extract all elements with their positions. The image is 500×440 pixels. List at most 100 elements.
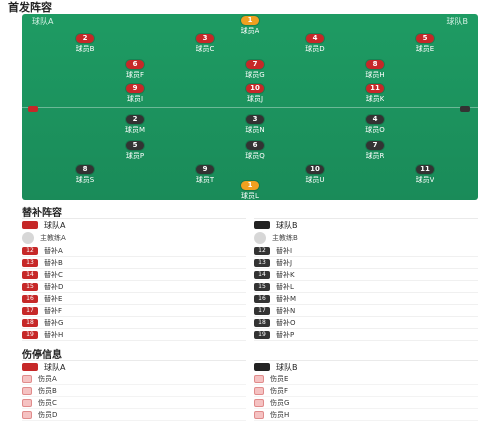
injury-name: 伤员D xyxy=(38,410,58,419)
formation-right xyxy=(448,106,472,112)
player-bottom-5[interactable]: 5 球员P xyxy=(108,141,162,167)
player-bottom-6[interactable]: 6 球员Q xyxy=(228,141,282,167)
player-bottom-3[interactable]: 3 球员N xyxy=(228,115,282,141)
sub-name: 替补E xyxy=(44,294,63,303)
player-top-3[interactable]: 3 球员C xyxy=(178,34,232,60)
sub-row[interactable]: 15 替补D xyxy=(22,281,246,293)
player-top-10[interactable]: 10 球员J xyxy=(228,84,282,110)
player-number: 1 xyxy=(241,16,259,25)
sub-number: 12 xyxy=(254,246,270,255)
sub-name: 替补B xyxy=(44,258,63,267)
player-bottom-11[interactable]: 11 球员V xyxy=(398,165,452,191)
sub-name: 替补G xyxy=(44,318,64,327)
player-number: 2 xyxy=(76,34,94,43)
player-bottom-gk[interactable]: 1 球员L xyxy=(223,181,277,200)
player-top-7[interactable]: 7 球员G xyxy=(228,60,282,86)
player-bottom-4[interactable]: 4 球员O xyxy=(348,115,402,141)
injury-icon xyxy=(254,398,264,407)
player-bottom-10[interactable]: 10 球员U xyxy=(288,165,342,191)
player-top-5[interactable]: 5 球员E xyxy=(398,34,452,60)
player-top-4[interactable]: 4 球员D xyxy=(288,34,342,60)
injury-row[interactable]: 伤员G xyxy=(254,397,478,409)
player-name: 球员G xyxy=(245,71,265,79)
sub-number: 19 xyxy=(254,330,270,339)
player-number: 4 xyxy=(366,115,384,124)
coach-name: 主教练A xyxy=(40,234,66,242)
subs-right: 球队B 主教练B 12 替补I 13 替补J 14 替补K xyxy=(254,218,478,341)
sub-number: 16 xyxy=(254,294,270,303)
coach-avatar xyxy=(254,232,266,244)
sub-row[interactable]: 14 替补C xyxy=(22,269,246,281)
injury-row[interactable]: 伤员C xyxy=(22,397,246,409)
sub-row[interactable]: 17 替补N xyxy=(254,305,478,317)
player-top-gk[interactable]: 1 球员A xyxy=(223,16,277,42)
page-title: 首发阵容 xyxy=(8,1,52,14)
sub-row[interactable]: 15 替补L xyxy=(254,281,478,293)
sub-number: 15 xyxy=(254,282,270,291)
sub-row[interactable]: 17 替补F xyxy=(22,305,246,317)
player-number: 10 xyxy=(246,84,264,93)
formation-left xyxy=(28,106,52,112)
injury-row[interactable]: 伤员F xyxy=(254,385,478,397)
player-name: 球员A xyxy=(240,27,260,35)
sub-number: 13 xyxy=(22,258,38,267)
sub-number: 14 xyxy=(254,270,270,279)
subs-title: 替补阵容 xyxy=(22,207,62,219)
sub-name: 替补P xyxy=(276,330,295,339)
player-number: 11 xyxy=(366,84,384,93)
injury-name: 伤员F xyxy=(270,386,289,395)
player-top-9[interactable]: 9 球员I xyxy=(108,84,162,110)
player-top-6[interactable]: 6 球员F xyxy=(108,60,162,86)
sub-row[interactable]: 18 替补G xyxy=(22,317,246,329)
player-number: 7 xyxy=(366,141,384,150)
sub-name: 替补D xyxy=(44,282,64,291)
player-top-8[interactable]: 8 球员H xyxy=(348,60,402,86)
injury-row[interactable]: 伤员B xyxy=(22,385,246,397)
injury-icon xyxy=(254,374,264,383)
player-number: 1 xyxy=(241,181,259,190)
team-logo xyxy=(22,221,38,229)
sub-row[interactable]: 13 替补B xyxy=(22,257,246,269)
player-top-2[interactable]: 2 球员B xyxy=(58,34,112,60)
injury-row[interactable]: 伤员A xyxy=(22,373,246,385)
formation-row xyxy=(22,102,478,116)
subs-left: 球队A 主教练A 12 替补A 13 替补B 14 替补C xyxy=(22,218,246,341)
player-number: 8 xyxy=(366,60,384,69)
injuries-title: 伤停信息 xyxy=(22,349,62,361)
sub-row[interactable]: 16 替补E xyxy=(22,293,246,305)
subs-section: 替补阵容 球队A 主教练A 12 替补A 13 替补B 14 xyxy=(22,204,478,341)
sub-row[interactable]: 12 替补I xyxy=(254,245,478,257)
coach-right: 主教练B xyxy=(254,231,478,245)
sub-row[interactable]: 14 替补K xyxy=(254,269,478,281)
injuries-left: 球队A 伤员A 伤员B 伤员C 伤员D xyxy=(22,360,246,421)
injury-icon xyxy=(22,410,32,419)
sub-row[interactable]: 12 替补A xyxy=(22,245,246,257)
injury-row[interactable]: 伤员H xyxy=(254,409,478,421)
sub-row[interactable]: 19 替补H xyxy=(22,329,246,341)
player-top-11[interactable]: 11 球员K xyxy=(348,84,402,110)
injury-name: 伤员B xyxy=(38,386,57,395)
coach-name: 主教练B xyxy=(272,234,298,242)
player-name: 球员D xyxy=(305,45,325,53)
player-name: 球员R xyxy=(365,152,385,160)
sub-row[interactable]: 19 替补P xyxy=(254,329,478,341)
sub-row[interactable]: 18 替补O xyxy=(254,317,478,329)
sub-row[interactable]: 13 替补J xyxy=(254,257,478,269)
injury-icon xyxy=(254,386,264,395)
sub-row[interactable]: 16 替补M xyxy=(254,293,478,305)
coach-left: 主教练A xyxy=(22,231,246,245)
player-bottom-9[interactable]: 9 球员T xyxy=(178,165,232,191)
pitch: 球队A 球队B 1 球员A 2 球员B 3 球员C 4 球员D 5 球员E 6 … xyxy=(22,14,478,200)
injury-row[interactable]: 伤员E xyxy=(254,373,478,385)
player-name: 球员C xyxy=(195,45,215,53)
player-bottom-2[interactable]: 2 球员M xyxy=(108,115,162,141)
injury-row[interactable]: 伤员D xyxy=(22,409,246,421)
player-number: 11 xyxy=(416,165,434,174)
player-number: 5 xyxy=(416,34,434,43)
player-name: 球员E xyxy=(415,45,435,53)
sub-number: 14 xyxy=(22,270,38,279)
player-bottom-8[interactable]: 8 球员S xyxy=(58,165,112,191)
player-bottom-7[interactable]: 7 球员R xyxy=(348,141,402,167)
sub-number: 15 xyxy=(22,282,38,291)
player-number: 6 xyxy=(126,60,144,69)
